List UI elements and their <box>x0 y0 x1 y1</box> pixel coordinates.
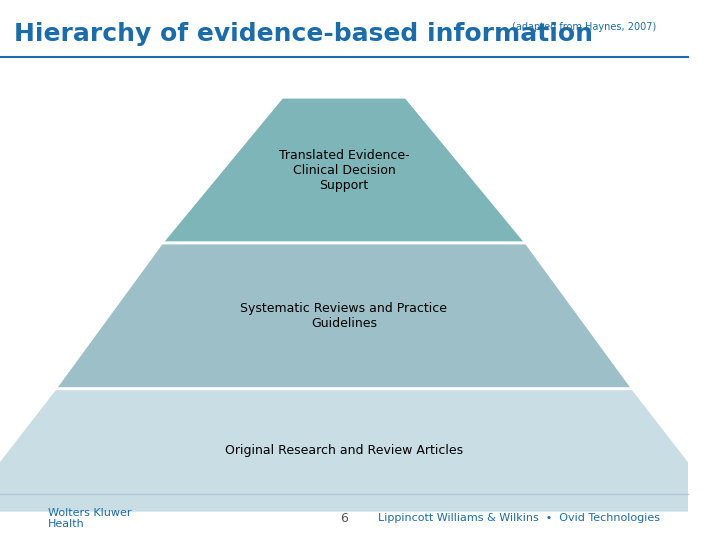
Text: Original Research and Review Articles: Original Research and Review Articles <box>225 444 463 457</box>
Text: (adapted from Haynes, 2007): (adapted from Haynes, 2007) <box>513 22 657 32</box>
Polygon shape <box>162 97 526 243</box>
Polygon shape <box>0 389 720 513</box>
Text: 6: 6 <box>340 512 348 525</box>
Text: Hierarchy of evidence-based information: Hierarchy of evidence-based information <box>14 22 593 45</box>
Text: Translated Evidence-
Clinical Decision
Support: Translated Evidence- Clinical Decision S… <box>279 148 409 192</box>
Text: Systematic Reviews and Practice
Guidelines: Systematic Reviews and Practice Guidelin… <box>240 302 447 330</box>
Text: Lippincott Williams & Wilkins  •  Ovid Technologies: Lippincott Williams & Wilkins • Ovid Tec… <box>378 514 660 523</box>
Text: Wolters Kluwer
Health: Wolters Kluwer Health <box>48 508 132 529</box>
Polygon shape <box>55 243 633 389</box>
